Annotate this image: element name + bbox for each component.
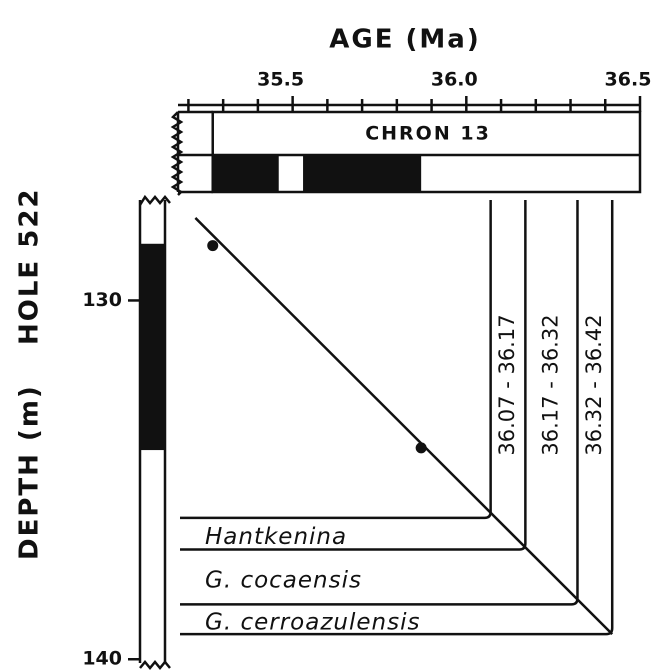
taxon-label: Hantkenina: [205, 524, 347, 550]
datum-point: [415, 442, 427, 454]
taxon-label: G. cerroazulensis: [205, 610, 420, 636]
range-label: 36.32 - 36.42: [582, 314, 606, 455]
age-depth-line: [194, 217, 614, 636]
polarity-block: [212, 155, 279, 192]
hole-label: HOLE 522: [15, 187, 45, 345]
polarity-block: [140, 243, 165, 451]
wavy-edge: [138, 194, 171, 206]
x-tick-label: 36.5: [605, 69, 652, 91]
range-label: 36.07 - 36.17: [495, 314, 519, 455]
y-tick-label: 130: [82, 289, 122, 311]
x-axis-title: AGE (Ma): [329, 25, 480, 55]
x-tick-label: 36.0: [431, 69, 478, 91]
chron-label: CHRON 13: [365, 123, 491, 145]
x-tick-label: 35.5: [257, 69, 304, 91]
range-label: 36.17 - 36.32: [538, 314, 562, 455]
datum-point: [207, 240, 219, 252]
y-axis-title: DEPTH (m): [15, 384, 45, 560]
horizon-line: [180, 200, 527, 551]
chron-box: [211, 110, 642, 194]
y-tick-label: 140: [82, 648, 122, 670]
polarity-block: [303, 155, 422, 192]
taxon-label: G. cocaensis: [205, 567, 362, 593]
